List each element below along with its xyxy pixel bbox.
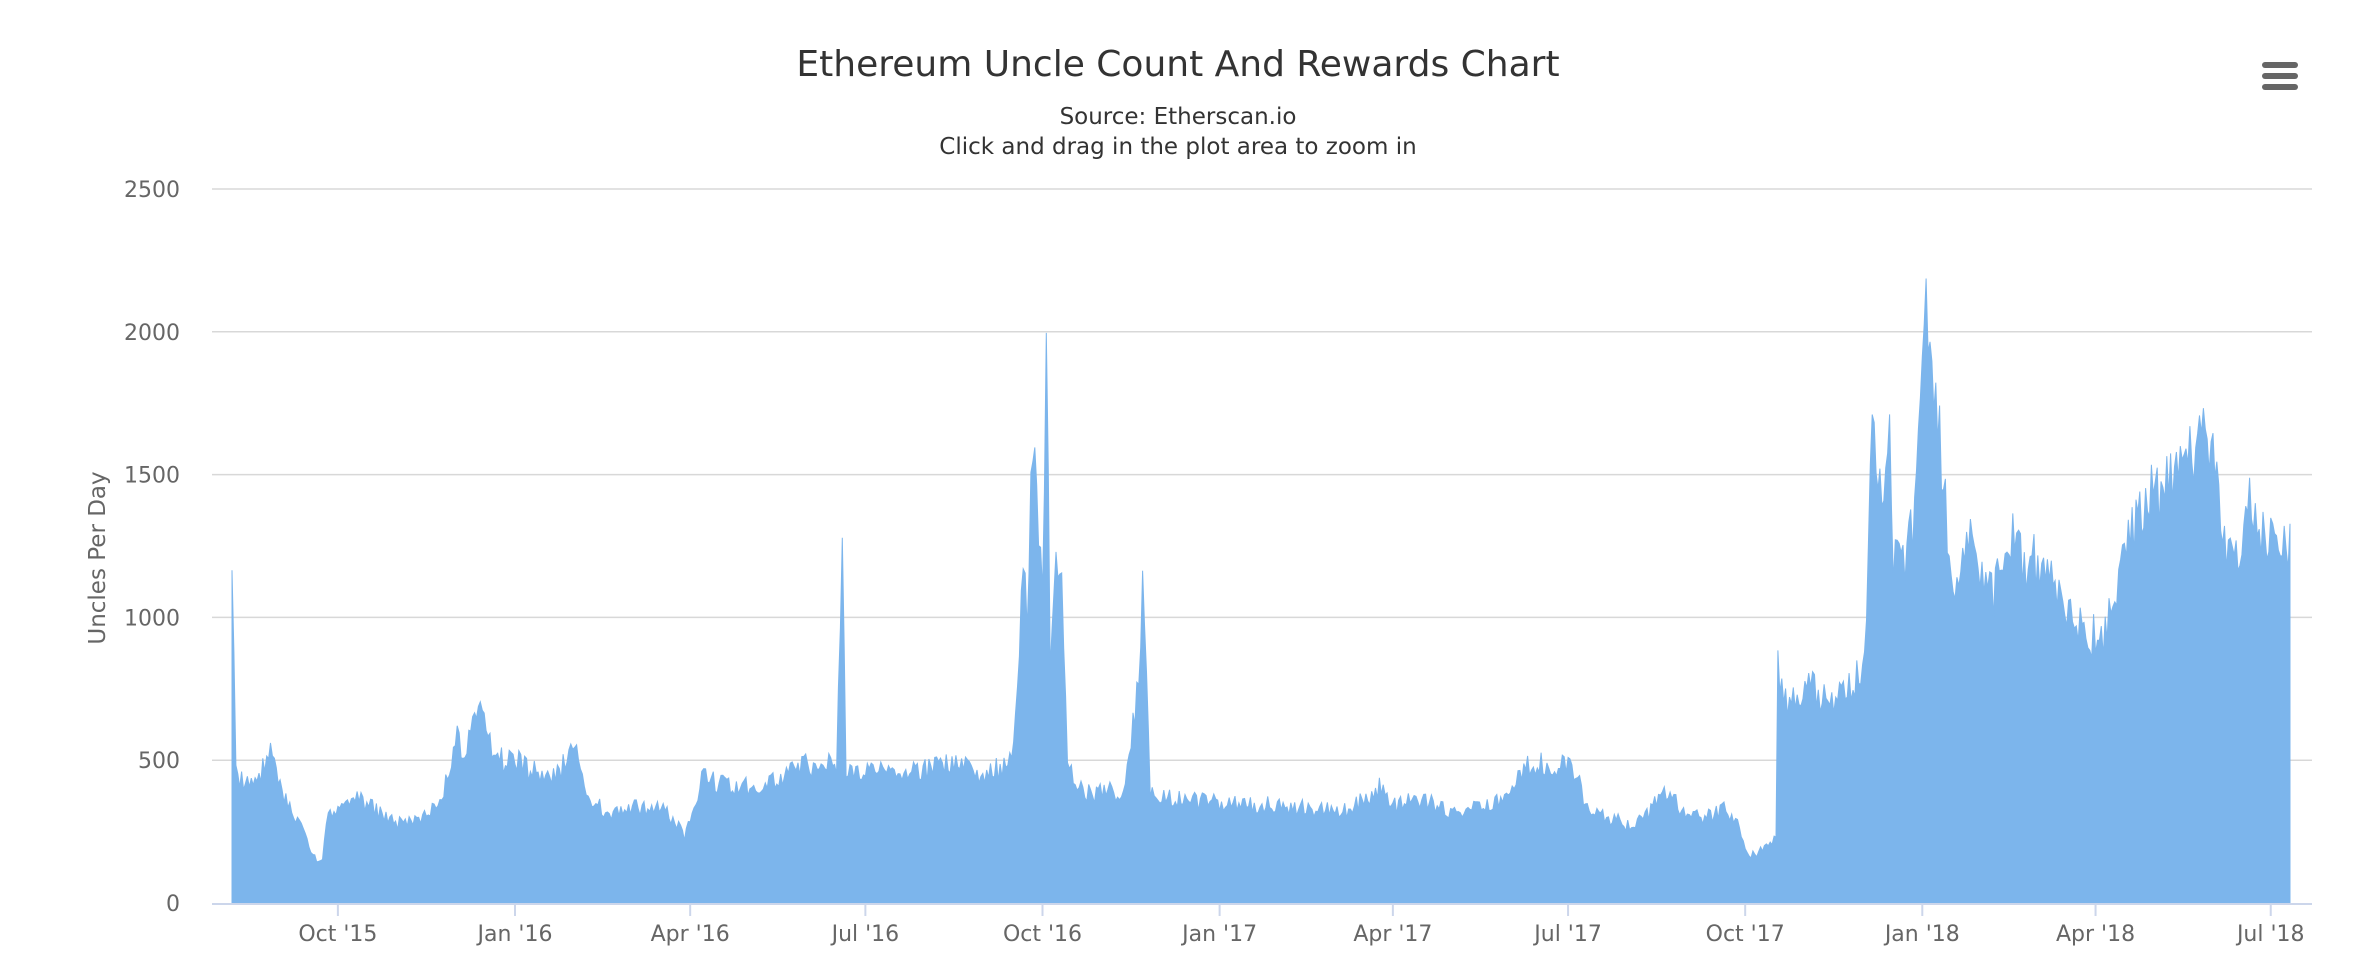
x-tick-label: Jan '18 — [1883, 922, 1960, 947]
x-tick-label: Apr '17 — [1353, 922, 1432, 947]
x-tick-label: Jul '18 — [2235, 922, 2305, 947]
x-tick-label: Jan '16 — [476, 922, 553, 947]
y-tick-label: 1000 — [124, 606, 180, 631]
menu-bar-top — [2262, 62, 2298, 68]
x-tick-label: Jan '17 — [1180, 922, 1257, 947]
y-axis-label: Uncles Per Day — [85, 471, 111, 644]
x-tick-label: Oct '16 — [1003, 922, 1082, 947]
chart-subtitle-source: Source: Etherscan.io — [1059, 104, 1297, 130]
y-tick-label: 1500 — [124, 464, 180, 489]
y-axis: 0 500 1000 1500 2000 2500 — [124, 178, 180, 917]
chart-subtitle-zoom-hint: Click and drag in the plot area to zoom … — [939, 134, 1417, 160]
y-tick-label: 2000 — [124, 321, 180, 346]
series-area — [231, 278, 2291, 904]
x-tick-label: Jul '16 — [830, 922, 900, 947]
x-tick-label: Apr '16 — [651, 922, 730, 947]
context-menu-icon[interactable] — [2262, 62, 2298, 94]
x-tick-label: Jul '17 — [1532, 922, 1602, 947]
y-tick-label: 0 — [166, 892, 180, 917]
x-tick-label: Oct '15 — [298, 922, 377, 947]
x-tick-label: Apr '18 — [2056, 922, 2135, 947]
menu-bar-middle — [2262, 73, 2298, 79]
x-tick-label: Oct '17 — [1706, 922, 1785, 947]
menu-bar-bottom — [2262, 84, 2298, 90]
series-area-path — [231, 278, 2291, 904]
y-tick-label: 500 — [138, 749, 180, 774]
y-tick-label: 2500 — [124, 178, 180, 203]
x-axis: Oct '15 Jan '16 Apr '16 Jul '16 Oct '16 Jan '… — [212, 903, 2312, 947]
chart-title: Ethereum Uncle Count And Rewards Chart — [796, 44, 1560, 85]
